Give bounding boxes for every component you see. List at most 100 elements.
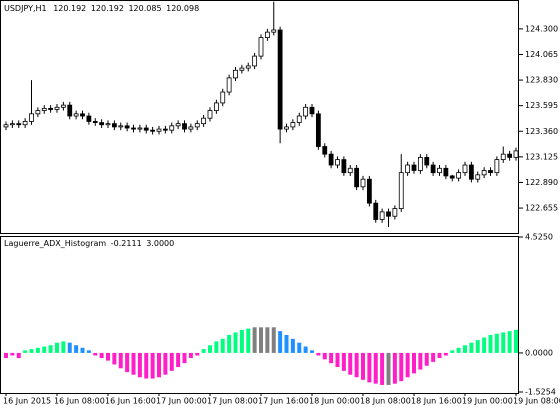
histogram-bar: [163, 352, 168, 375]
y-tick-label: 0.0000: [525, 348, 553, 357]
candle-body: [99, 122, 105, 126]
candle-body: [475, 174, 481, 180]
x-tick-label: 19 Jun 00:00: [462, 397, 513, 406]
candle-body: [41, 107, 47, 111]
histogram-bar: [55, 342, 59, 353]
candle-body: [341, 159, 347, 174]
histogram-bar: [48, 345, 53, 353]
info-value: 3.0000: [146, 239, 174, 248]
histogram-bar: [412, 352, 416, 374]
y-tick-label: 4.5250: [525, 233, 553, 242]
y-tick-label: 124.300: [525, 24, 558, 33]
y-tick-label: 122.655: [525, 204, 558, 213]
candle-body: [500, 153, 506, 160]
candle-body: [424, 157, 430, 166]
histogram-bar: [367, 352, 372, 383]
x-tick-label: 18 Jun 00:00: [309, 397, 360, 406]
histogram-bar: [494, 333, 499, 353]
candle-body: [437, 167, 442, 174]
candle-body: [290, 122, 296, 128]
x-tick-label: 17 Jun 16:00: [258, 397, 309, 406]
histogram-bar: [227, 334, 232, 353]
candle-body: [35, 110, 41, 115]
histogram-bar: [507, 331, 512, 353]
y-tick-label: 123.125: [525, 152, 558, 161]
candle-body: [156, 128, 162, 132]
histogram-bar: [290, 338, 295, 353]
histogram-bar: [182, 352, 187, 364]
candle-body: [360, 178, 366, 188]
histogram-bar: [443, 352, 448, 356]
info-value: 120.098: [166, 4, 199, 13]
candle-body: [111, 123, 117, 128]
candle-body: [513, 150, 519, 158]
candle-body: [322, 146, 328, 155]
histogram-bar: [361, 352, 365, 380]
candle-body: [194, 123, 200, 128]
histogram-bar: [42, 346, 47, 353]
histogram-bar: [201, 349, 206, 353]
histogram-bar: [303, 346, 308, 353]
candle-body: [143, 127, 149, 131]
histogram-bar: [380, 352, 385, 385]
price-pane-frame: [0, 0, 519, 234]
histogram-bar: [469, 342, 474, 353]
histogram-bar: [488, 334, 493, 353]
histogram-bar: [450, 350, 455, 353]
histogram-bar: [137, 352, 142, 378]
histogram-bar: [125, 352, 130, 373]
x-tick-label: 17 Jun 08:00: [207, 397, 258, 406]
histogram-bar: [322, 352, 327, 360]
histogram-bar: [118, 352, 123, 369]
candle-body: [264, 31, 270, 38]
candle-body: [48, 107, 54, 110]
candle-body: [9, 123, 15, 126]
histogram-bar: [214, 341, 219, 353]
candle-body: [169, 125, 175, 131]
histogram-bar: [246, 328, 251, 353]
candle-body: [60, 104, 66, 108]
histogram-bar: [23, 350, 28, 353]
histogram-bar: [501, 332, 506, 353]
candle-body: [73, 113, 79, 117]
histogram-bar: [233, 332, 238, 353]
histogram-bar: [514, 329, 518, 353]
candle-body: [468, 164, 474, 180]
candle-body: [296, 115, 302, 123]
x-tick-label: 18 Jun 16:00: [411, 397, 462, 406]
histogram-bar: [278, 331, 283, 353]
candle-body: [284, 126, 289, 130]
candle-body: [201, 117, 207, 125]
candle-body: [252, 55, 258, 67]
y-tick-label: 123.595: [525, 101, 558, 110]
indicator-header: Laguerre_ADX_Histogram -0.2111 3.0000: [4, 239, 174, 248]
candle-body: [182, 123, 187, 130]
candle-body: [105, 123, 111, 126]
histogram-bar: [150, 352, 155, 379]
candle-body: [303, 106, 309, 117]
histogram-bar: [373, 352, 378, 384]
histogram-bar: [195, 352, 200, 356]
indicator-pane-frame: [0, 236, 519, 394]
candle-body: [411, 164, 417, 171]
histogram-bar: [74, 345, 79, 353]
histogram-bar: [35, 347, 40, 353]
histogram-bar: [399, 352, 404, 382]
histogram-bar: [463, 345, 467, 353]
candle-body: [258, 37, 264, 57]
candle-body: [507, 153, 513, 158]
histogram-bar: [208, 345, 212, 353]
candle-body: [150, 129, 156, 132]
candle-body: [22, 121, 28, 126]
histogram-bar: [392, 352, 397, 384]
candle-body: [54, 106, 60, 110]
histogram-bar: [220, 338, 225, 353]
candle-body: [488, 170, 493, 174]
y-tick-label: 122.890: [525, 178, 558, 187]
histogram-bar: [16, 352, 21, 359]
candle-body: [220, 91, 226, 104]
histogram-bar: [316, 352, 321, 356]
histogram-bar: [86, 350, 91, 353]
candle-body: [188, 126, 194, 130]
histogram-bar: [271, 327, 276, 353]
